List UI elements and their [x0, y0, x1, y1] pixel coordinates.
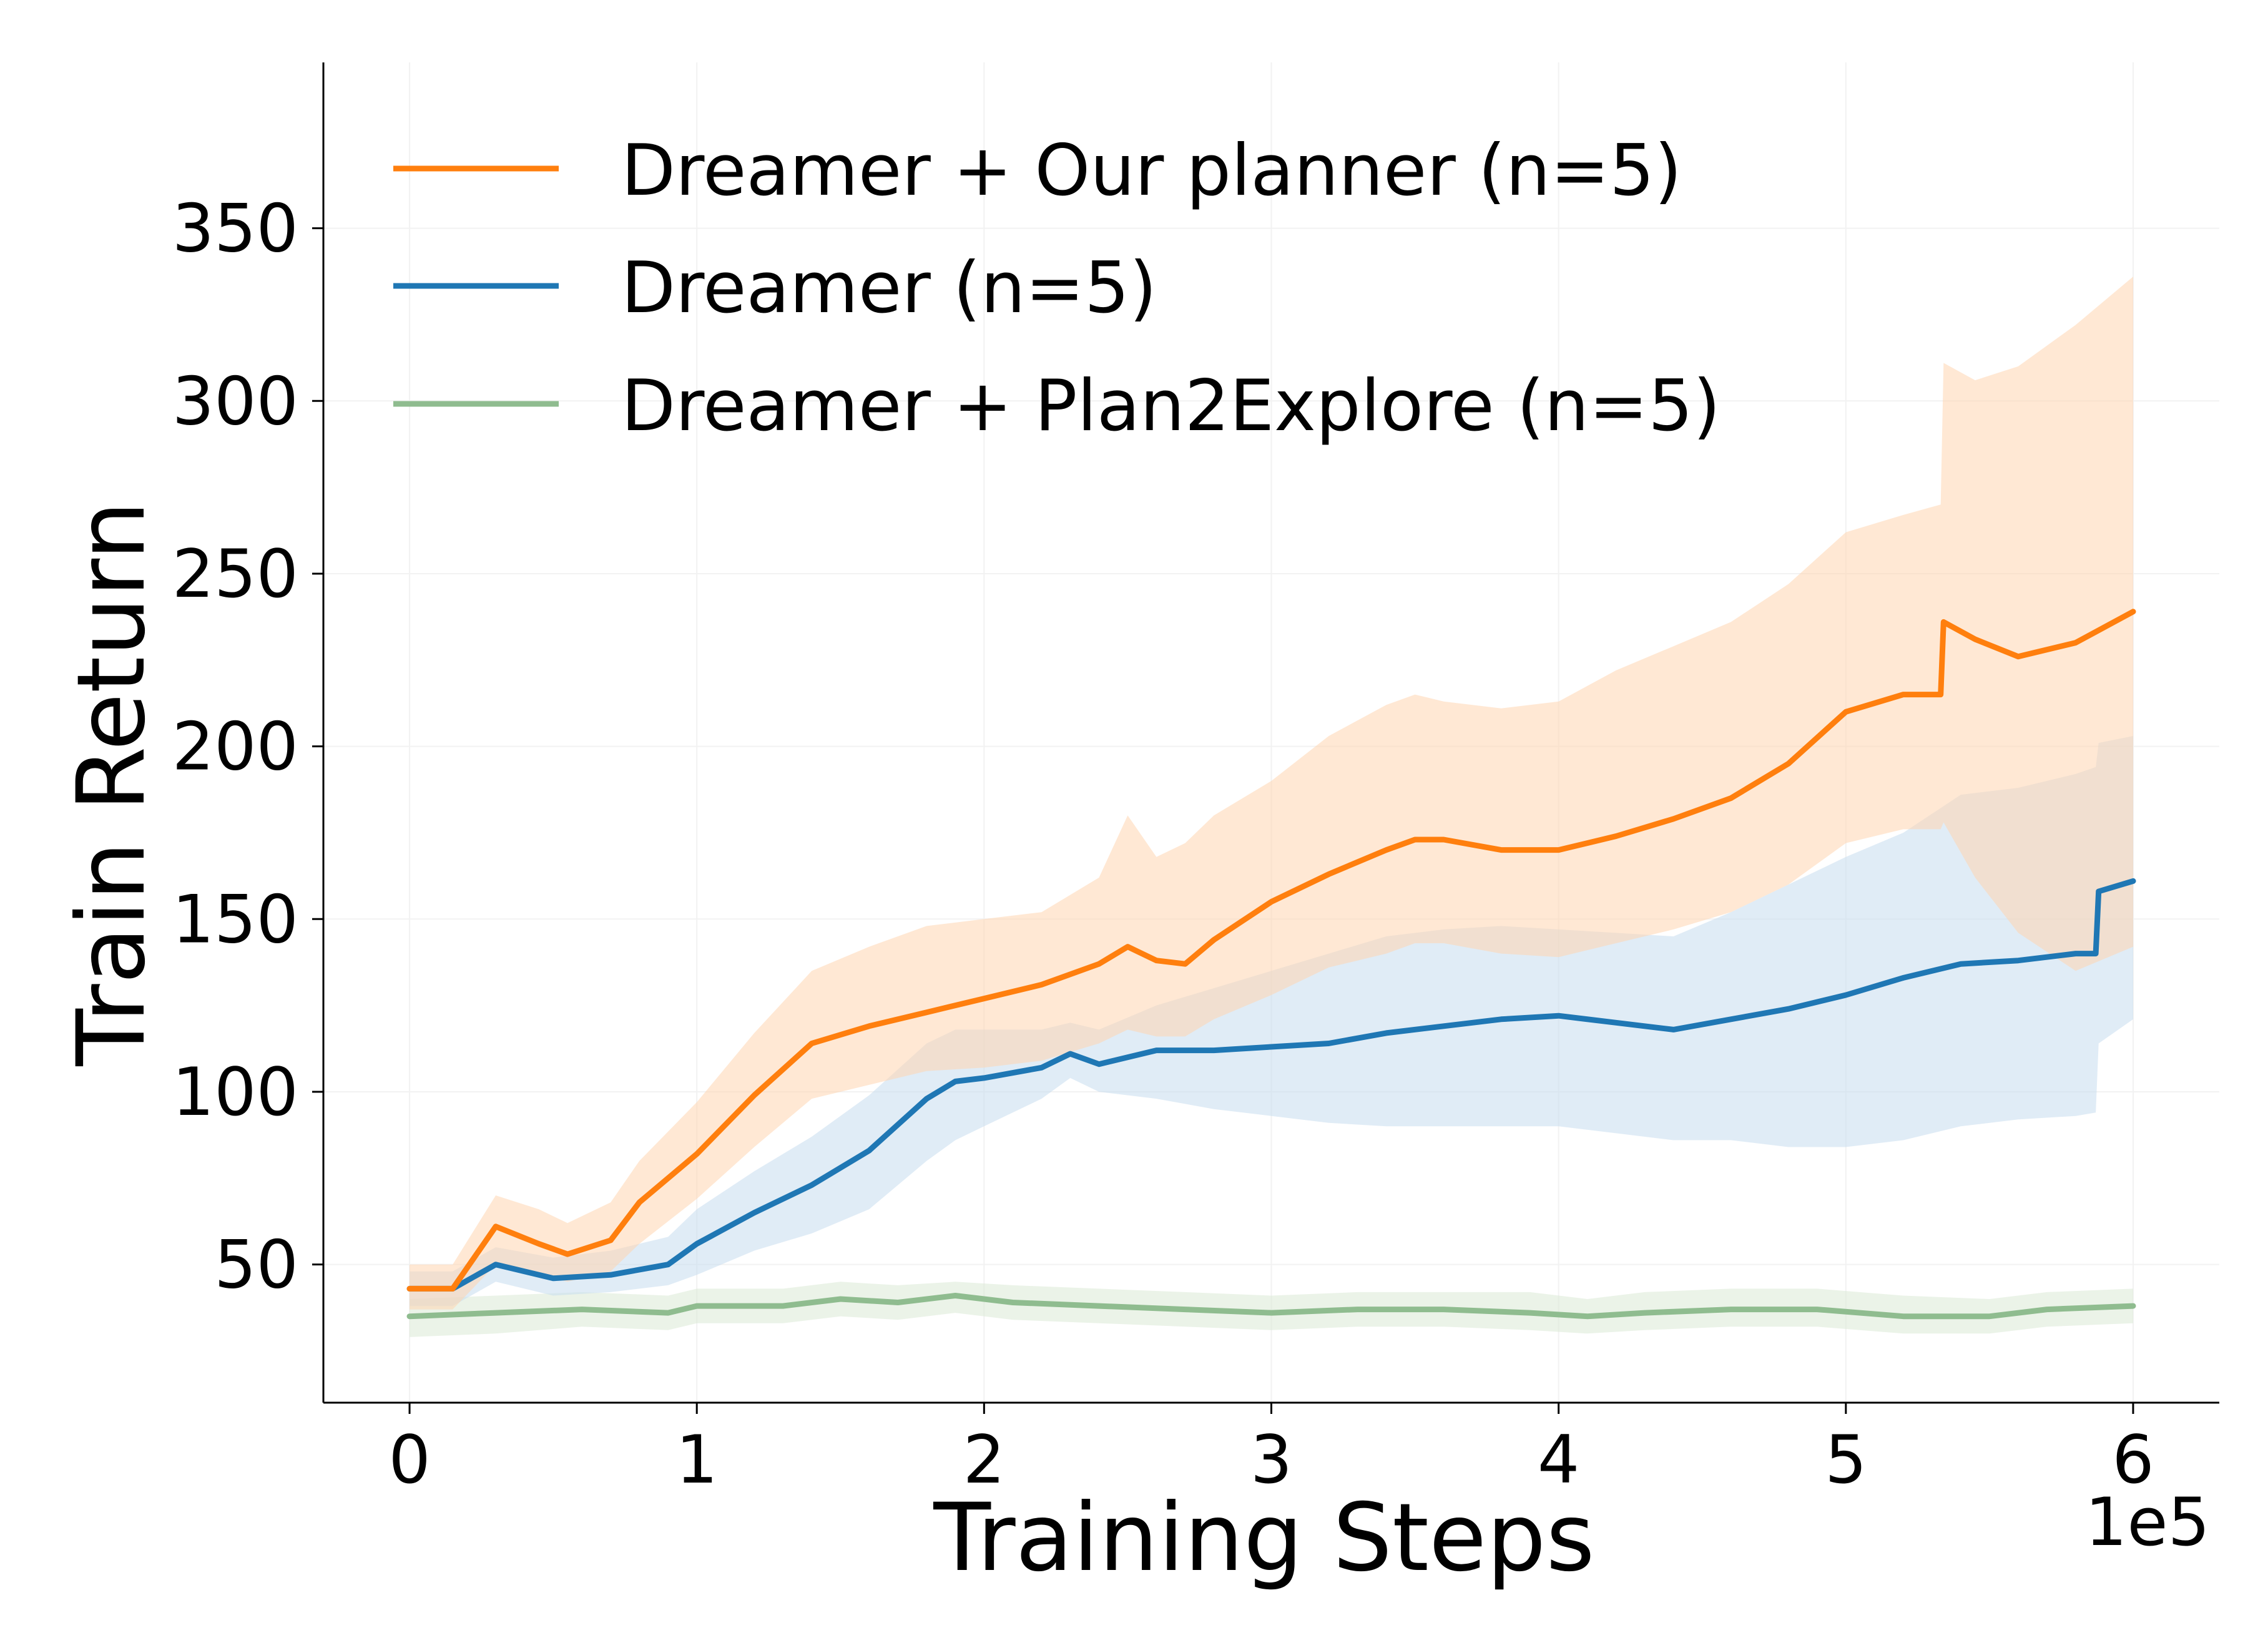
- y-tick-label: 300: [172, 363, 298, 439]
- confidence-band-series-2: [410, 1282, 2133, 1337]
- series-line-2: [406, 1293, 2136, 1320]
- tick-labels: 0 1 2 3 4 5 6 50 100 150 200 250 300 350: [172, 190, 2154, 1498]
- x-tick-label: 1: [675, 1421, 717, 1498]
- y-tick-label: 250: [172, 536, 298, 612]
- y-tick-label: 100: [172, 1054, 298, 1130]
- x-tick-label: 2: [963, 1421, 1005, 1498]
- series-lines: [406, 609, 2136, 1320]
- y-tick-label: 350: [172, 190, 298, 267]
- legend-label-series-2: Dreamer + Plan2Explore (n=5): [621, 365, 1721, 447]
- series-line-0: [406, 609, 2136, 1292]
- x-tick-label: 5: [1825, 1421, 1867, 1498]
- confidence-bands: [410, 277, 2133, 1337]
- legend-label-series-0: Dreamer + Our planner (n=5): [621, 129, 1682, 212]
- x-axis-offset-label: 1e5: [2085, 1484, 2210, 1561]
- legend-label-series-1: Dreamer (n=5): [621, 247, 1157, 329]
- legend: Dreamer + Our planner (n=5) Dreamer (n=5…: [393, 129, 1721, 447]
- y-axis-title: Train Return: [57, 501, 166, 1066]
- y-tick-label: 50: [214, 1227, 298, 1303]
- confidence-band-series-1: [410, 736, 2133, 1307]
- x-tick-label: 0: [388, 1421, 430, 1498]
- x-axis-title: Training Steps: [933, 1484, 1594, 1592]
- x-tick-label: 3: [1250, 1421, 1292, 1498]
- x-tick-label: 6: [2112, 1421, 2154, 1498]
- x-tick-label: 4: [1538, 1421, 1579, 1498]
- confidence-band-series-0: [410, 277, 2133, 1310]
- y-tick-label: 150: [172, 881, 298, 958]
- y-tick-label: 200: [172, 709, 298, 785]
- series-line-1: [406, 878, 2136, 1292]
